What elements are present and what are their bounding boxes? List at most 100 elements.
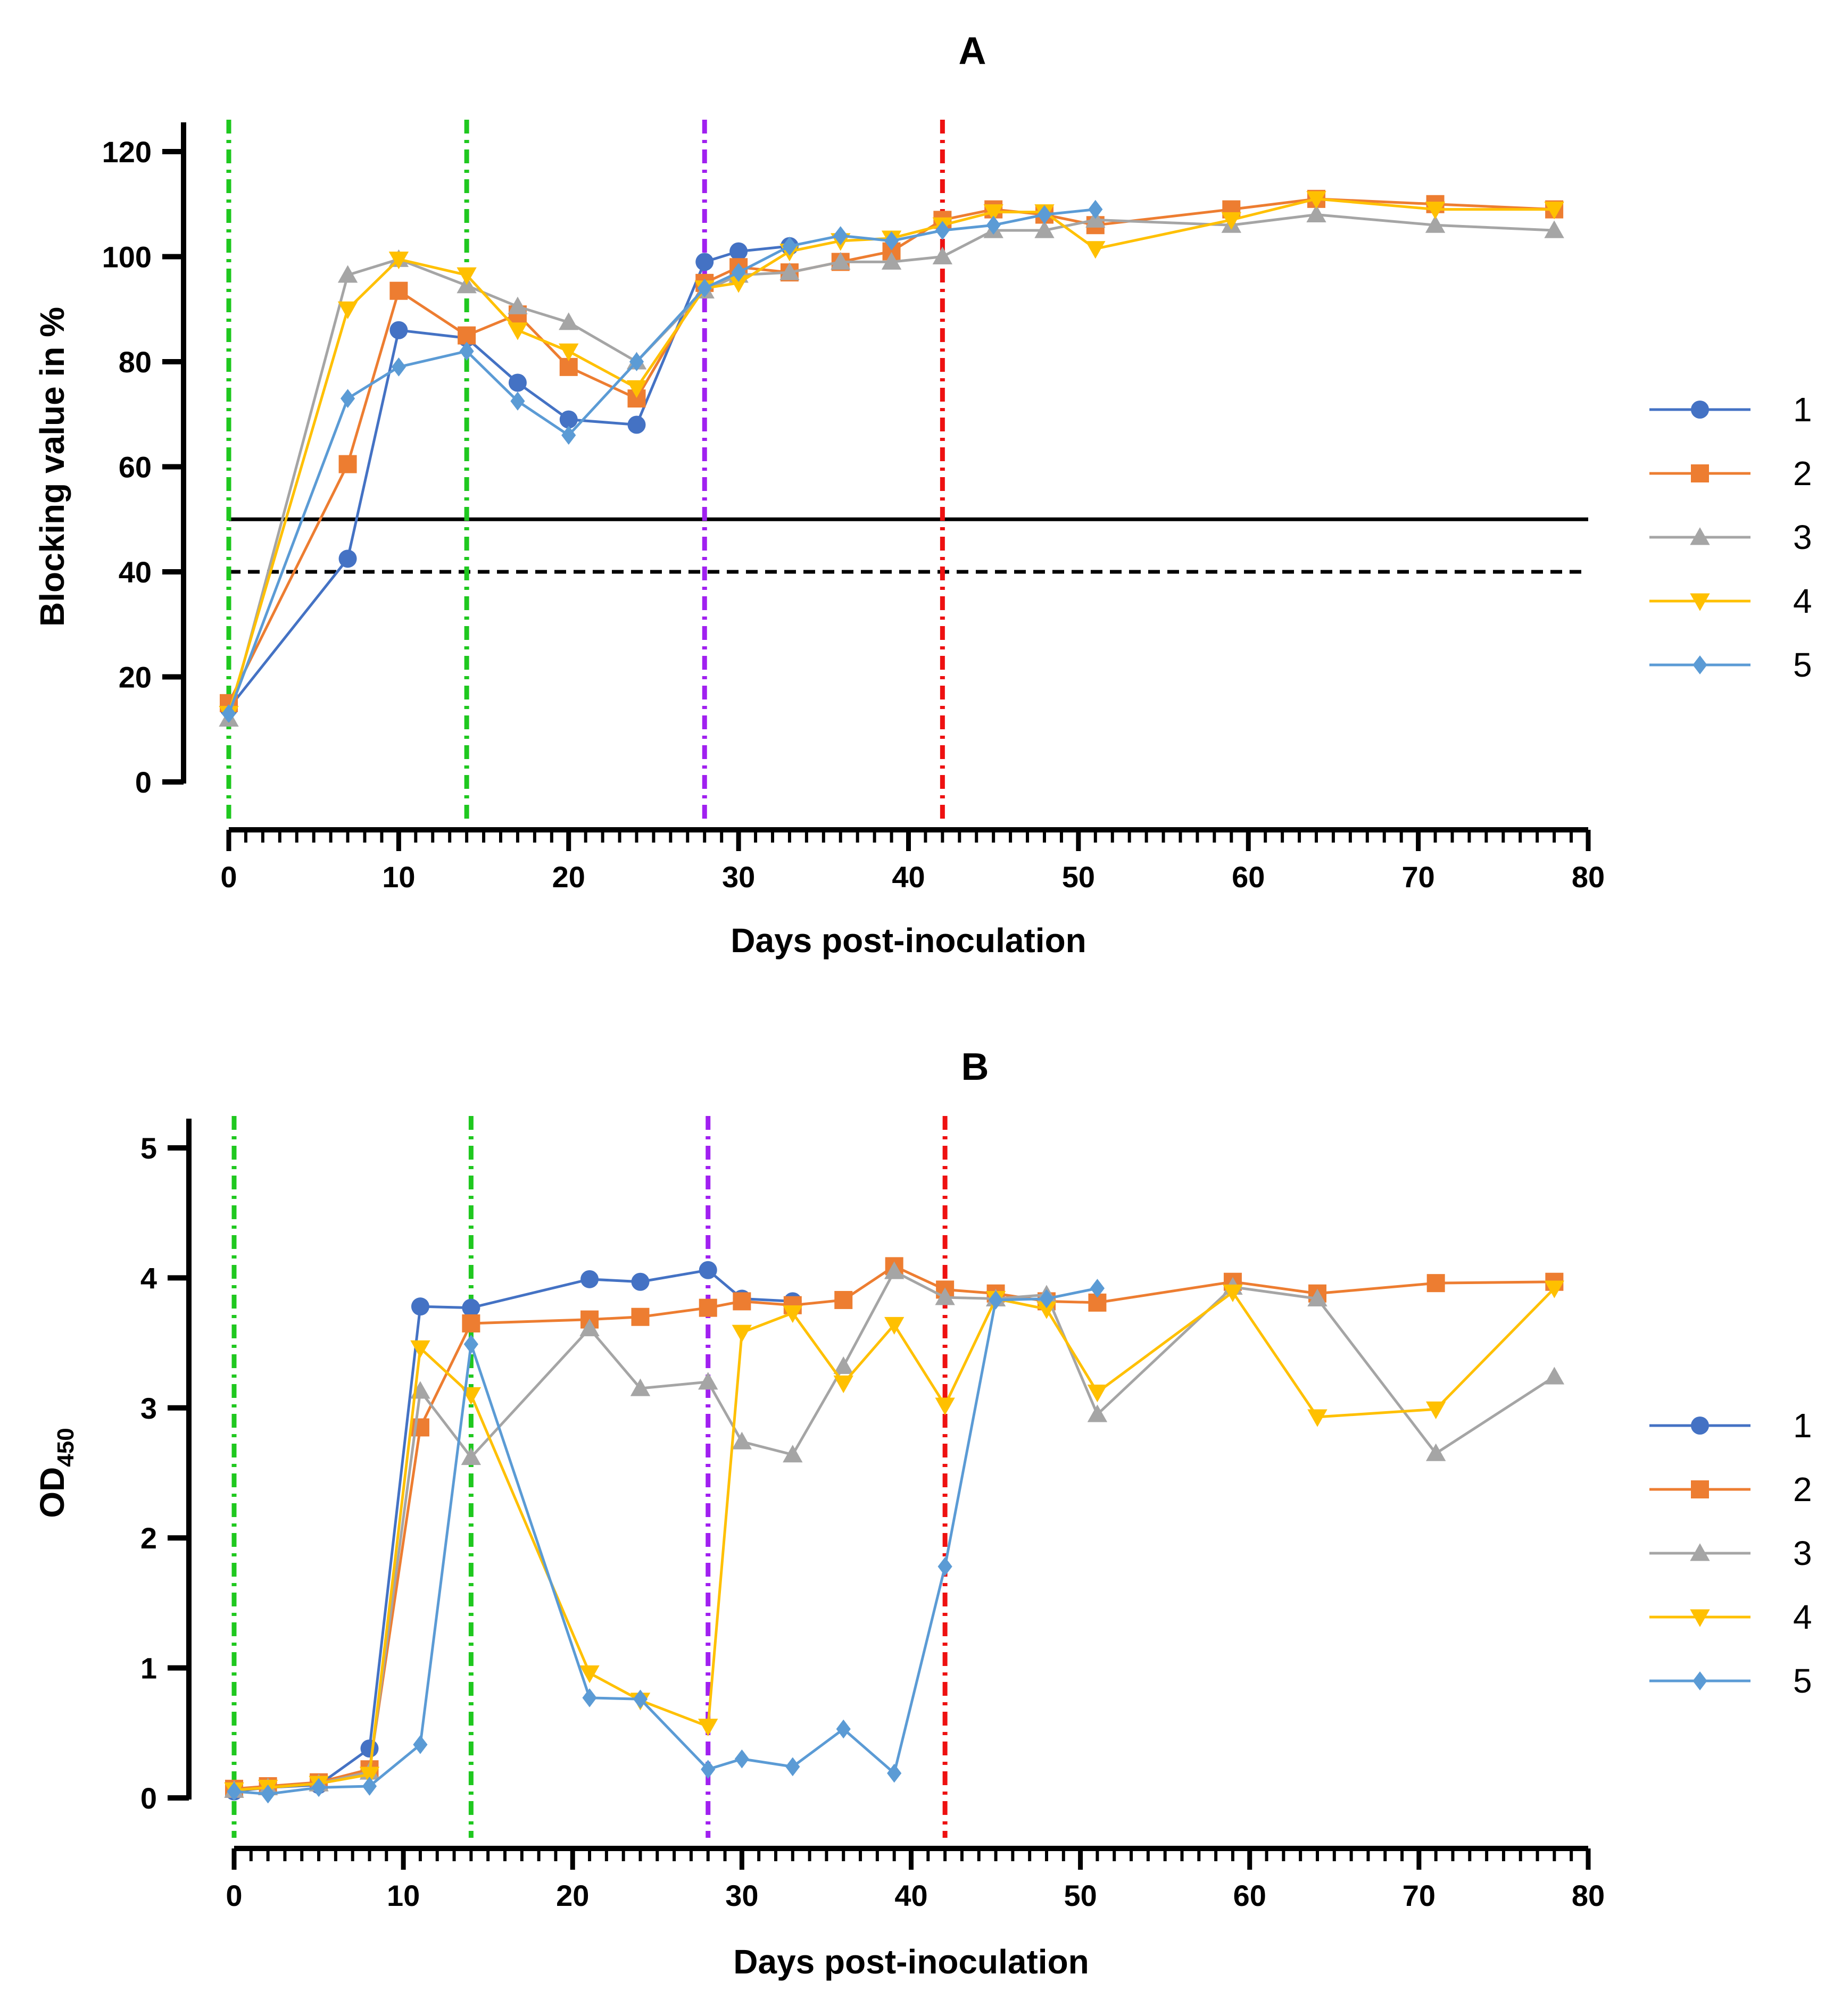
- chart-b-y-tick-label: 1: [140, 1652, 157, 1685]
- chart-a-series-3-line: [227, 213, 1555, 720]
- chart-a-y-tick-label: 20: [119, 661, 152, 694]
- chart-b-y-tick-label: 2: [140, 1521, 157, 1555]
- chart-b-x-tick-label: 50: [1064, 1879, 1097, 1912]
- chart-a-x-tick-label: 20: [552, 860, 585, 894]
- chart-b-series-4-point: [359, 1767, 380, 1785]
- chart-b-series-5-point: [734, 1749, 749, 1769]
- chart-b-series-1-point: [631, 1272, 650, 1291]
- chart-b-series-5-point: [785, 1757, 800, 1777]
- chart-a-y-tick-label: 120: [102, 135, 152, 169]
- chart-b-y-axis-title-subscript: 450: [53, 1428, 79, 1467]
- chart-b-series-5-point: [836, 1719, 851, 1739]
- chart-a-series-5-point: [391, 357, 406, 377]
- chart-b-legend-entry-5: 5: [1649, 1662, 1812, 1700]
- chart-a: A 0 20 40 60 80 100 120 0 10 20 30 40 50 60 70 80 Days po…: [33, 30, 1812, 960]
- chart-a-series-4-point: [1306, 191, 1326, 209]
- chart-a-series-4-point: [1085, 241, 1106, 259]
- chart-a-legend-label: 3: [1793, 518, 1812, 556]
- chart-b-series-1-point: [699, 1261, 717, 1279]
- chart-a-series-3-point: [831, 252, 851, 270]
- chart-b-series-3-line: [234, 1269, 1555, 1792]
- chart-b-series-1-point: [580, 1270, 599, 1288]
- chart-b-legend-entry-3: 3: [1649, 1534, 1812, 1572]
- chart-a-series-4-point: [388, 251, 409, 270]
- chart-a-series-5-point: [629, 352, 644, 371]
- chart-a-y-tick-label: 80: [119, 345, 152, 379]
- chart-b-x-tick-label: 20: [556, 1879, 589, 1912]
- chart-a-legend-entry-2: 2: [1649, 454, 1812, 493]
- chart-b-x-tick-label: 30: [725, 1879, 758, 1912]
- chart-b-x-tick-label: 70: [1403, 1879, 1436, 1912]
- chart-a-series-5: [221, 199, 1103, 723]
- chart-a-x-tick-label: 60: [1232, 860, 1265, 894]
- chart-b-series-2: [225, 1257, 1564, 1798]
- chart-b-series-5-point: [413, 1735, 428, 1754]
- chart-a-title: A: [959, 30, 986, 72]
- chart-b-legend-marker: [1691, 1417, 1709, 1435]
- chart-a-legend-entry-4: 4: [1649, 582, 1812, 620]
- chart-a-series-3-point: [508, 296, 528, 314]
- chart-b-legend-marker: [1690, 1609, 1710, 1627]
- chart-a-series-5-point: [1088, 199, 1103, 219]
- chart-a-series-3-point: [559, 312, 579, 330]
- chart-a-x-tick-label: 0: [220, 860, 237, 894]
- chart-a-series-5-point: [731, 263, 746, 282]
- chart-b-series-3-point: [1307, 1288, 1327, 1306]
- chart-b-series-3-point: [833, 1356, 853, 1374]
- chart-b-series-5-point: [362, 1777, 377, 1796]
- chart-b-series-4-point: [1425, 1401, 1446, 1419]
- chart-b-y-tick-label: 4: [140, 1261, 157, 1295]
- chart-a-series-3: [219, 204, 1564, 727]
- chart-a-series-2-point: [338, 455, 357, 473]
- chart-b-legend-label: 3: [1793, 1534, 1812, 1572]
- chart-a-series-3-point: [337, 265, 358, 283]
- chart-a-x-tick-label: 30: [722, 860, 755, 894]
- chart-a-series-3-point: [1306, 204, 1326, 222]
- chart-b-series-5-point: [261, 1784, 276, 1804]
- chart-a-series-1-point: [695, 253, 714, 271]
- chart-b-series-4-point: [1036, 1301, 1057, 1319]
- chart-b-series-5-point: [1039, 1289, 1054, 1309]
- chart-a-series-3-point: [779, 262, 800, 280]
- chart-a-series-5-point: [340, 389, 355, 408]
- chart-b-series-5-point: [1090, 1279, 1105, 1298]
- chart-a-series-1-line: [228, 245, 790, 710]
- chart-b-series-4: [224, 1280, 1565, 1801]
- chart-b-legend-label: 4: [1793, 1598, 1812, 1636]
- chart-b-series-4-point: [579, 1665, 600, 1684]
- chart-b-y-axis-title: OD450: [33, 1428, 79, 1518]
- chart-b-y-tick-label: 5: [140, 1131, 157, 1165]
- chart-a-series-5-point: [884, 231, 899, 251]
- chart-a-series-5-line: [227, 208, 1096, 714]
- chart-a-series-4-point: [457, 267, 477, 285]
- chart-a-series-4-point: [1425, 202, 1446, 220]
- chart-b-series-5-point: [227, 1781, 242, 1801]
- chart-a-series-4-point: [1221, 212, 1242, 230]
- chart-a-x-axis-title: Days post-inoculation: [731, 921, 1086, 960]
- chart-a-series-5-point: [935, 221, 950, 240]
- chart-b-legend-entry-2: 2: [1649, 1470, 1812, 1509]
- chart-b-x-tick-label: 60: [1233, 1879, 1266, 1912]
- chart-b-series-5-point: [701, 1760, 716, 1779]
- chart-a-series-1-point: [559, 410, 578, 429]
- chart-b-series-3-point: [935, 1287, 955, 1305]
- chart-a-x-tick-label: 40: [892, 860, 925, 894]
- chart-b-series-3-point: [884, 1261, 905, 1279]
- chart-a-series-3-point: [1034, 220, 1055, 238]
- chart-b-y-tick-label: 0: [140, 1781, 157, 1815]
- chart-b-series-2-point: [462, 1314, 480, 1332]
- chart-b-x-tick-label: 10: [387, 1879, 420, 1912]
- chart-a-series-1-point: [338, 549, 357, 568]
- chart-a-legend-label: 4: [1793, 582, 1812, 620]
- chart-a-series-2-point: [389, 281, 408, 300]
- chart-b-legend-entry-1: 1: [1649, 1406, 1812, 1445]
- chart-b-series-3-point: [783, 1445, 803, 1463]
- chart-a-y-tick-label: 60: [119, 451, 152, 484]
- chart-a-series-5-point: [561, 426, 576, 445]
- chart-b-series-3-point: [461, 1447, 482, 1465]
- chart-b-series-4-point: [698, 1719, 718, 1737]
- chart-a-legend-entry-5: 5: [1649, 646, 1812, 684]
- chart-b-series-5-point: [311, 1778, 326, 1797]
- chart-b-series-3-point: [1425, 1443, 1446, 1461]
- chart-b-series-5-point: [463, 1335, 478, 1354]
